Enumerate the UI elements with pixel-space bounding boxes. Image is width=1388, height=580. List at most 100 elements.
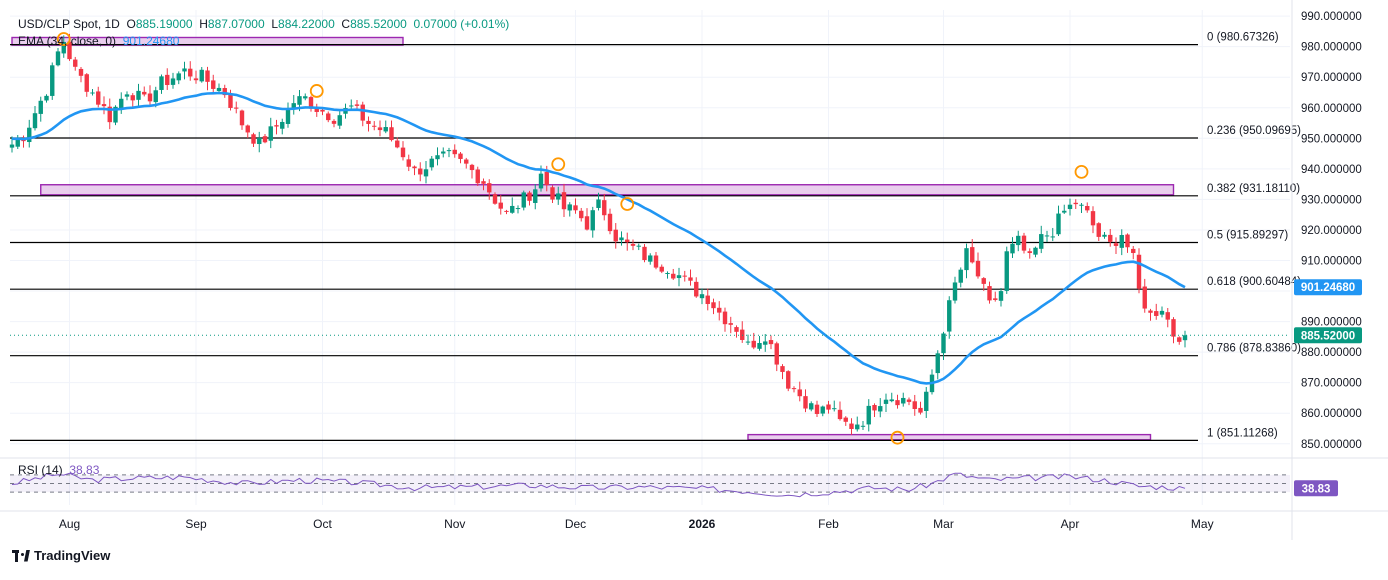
candle <box>889 399 894 402</box>
price-tick-label: 880.000000 <box>1301 347 1362 359</box>
time-tick-label: Nov <box>444 517 465 531</box>
candle <box>308 97 314 109</box>
candle <box>193 78 199 81</box>
candle <box>814 404 820 414</box>
candle <box>872 405 877 411</box>
candle <box>780 366 785 372</box>
candle <box>107 106 112 123</box>
open-label: O <box>126 17 136 31</box>
candle <box>912 401 917 409</box>
candle <box>573 205 578 211</box>
candle <box>722 311 728 325</box>
close-label: C <box>341 17 351 31</box>
candle <box>533 189 538 203</box>
candle <box>1159 310 1165 315</box>
candle <box>550 187 555 200</box>
candle <box>665 272 670 274</box>
time-tick-label: Mar <box>933 517 954 531</box>
candle <box>153 90 158 103</box>
price-tick-label: 970.000000 <box>1301 72 1362 84</box>
candle <box>567 204 572 211</box>
price-badges: 901.24680 885.52000 38.83 <box>1294 279 1362 497</box>
candle <box>987 286 992 301</box>
candle <box>67 41 72 60</box>
candle <box>924 391 929 411</box>
candle <box>1056 213 1061 235</box>
candle <box>1039 234 1044 249</box>
candle <box>475 169 480 184</box>
candle <box>659 266 664 272</box>
candle <box>1010 243 1015 254</box>
time-tick-label: 2026 <box>689 517 716 531</box>
candle <box>1090 211 1096 226</box>
candle <box>446 150 452 152</box>
candle <box>860 425 866 427</box>
candle <box>245 125 250 133</box>
candle <box>906 399 912 402</box>
candle <box>199 69 204 82</box>
candle <box>130 95 135 101</box>
fib-label: 0.236 (950.09695) <box>1207 125 1301 137</box>
fib-label: 0 (980.67326) <box>1207 32 1279 44</box>
tradingview-brand: TradingView <box>34 548 111 563</box>
rsi-badge-bg <box>1294 480 1338 497</box>
legend-ema[interactable]: EMA (34, close, 0) 901.24680 <box>18 34 179 48</box>
candle <box>113 106 118 123</box>
candle <box>832 408 837 410</box>
candle <box>1136 254 1142 289</box>
symbol-title[interactable]: USD/CLP Spot, 1D <box>18 17 120 31</box>
legend-rsi[interactable]: RSI (14) 38.83 <box>18 463 99 477</box>
candle <box>1165 312 1170 320</box>
price-tick-label: 940.000000 <box>1301 164 1362 176</box>
candle <box>251 134 256 144</box>
tradingview-branding[interactable]: TradingView <box>12 548 110 563</box>
candles <box>9 33 1188 435</box>
candle <box>1119 235 1124 248</box>
candle <box>510 205 515 213</box>
candle <box>55 51 61 66</box>
candle <box>354 104 360 106</box>
candle <box>878 406 883 412</box>
low-label: L <box>271 17 279 31</box>
candle <box>372 125 377 127</box>
candle <box>1142 286 1147 309</box>
candle <box>1096 223 1101 237</box>
candle <box>452 149 457 155</box>
candle <box>78 68 84 76</box>
fib-label: 0.786 (878.83860) <box>1207 343 1301 355</box>
candle <box>412 166 417 169</box>
candle <box>993 298 998 300</box>
time-tick-label: Apr <box>1061 517 1080 531</box>
candle <box>395 140 400 148</box>
candle <box>239 110 245 126</box>
candle <box>320 109 325 112</box>
price-tick-label: 910.000000 <box>1301 255 1362 267</box>
candle <box>1067 204 1073 210</box>
swing-marker <box>620 197 635 211</box>
price-tick-label: 860.000000 <box>1301 408 1362 420</box>
candle <box>866 405 871 425</box>
candle <box>1079 204 1084 206</box>
candle <box>935 353 940 374</box>
candle <box>791 388 797 390</box>
ema-price-badge-text: 901.24680 <box>1301 282 1355 294</box>
time-tick-label: Feb <box>818 517 839 531</box>
candle <box>50 65 55 96</box>
swing-marker <box>551 157 566 172</box>
candle <box>216 87 222 91</box>
candle <box>803 396 808 409</box>
candle <box>32 113 38 129</box>
candle <box>521 192 526 208</box>
candle <box>538 173 544 189</box>
fib-label: 1 (851.11268) <box>1207 427 1278 439</box>
candle <box>504 210 509 212</box>
candle <box>613 229 618 242</box>
candle <box>73 59 78 67</box>
candle <box>901 397 906 404</box>
candle <box>1085 206 1090 211</box>
candle <box>820 406 825 414</box>
candle <box>211 80 216 89</box>
candle <box>843 417 848 422</box>
